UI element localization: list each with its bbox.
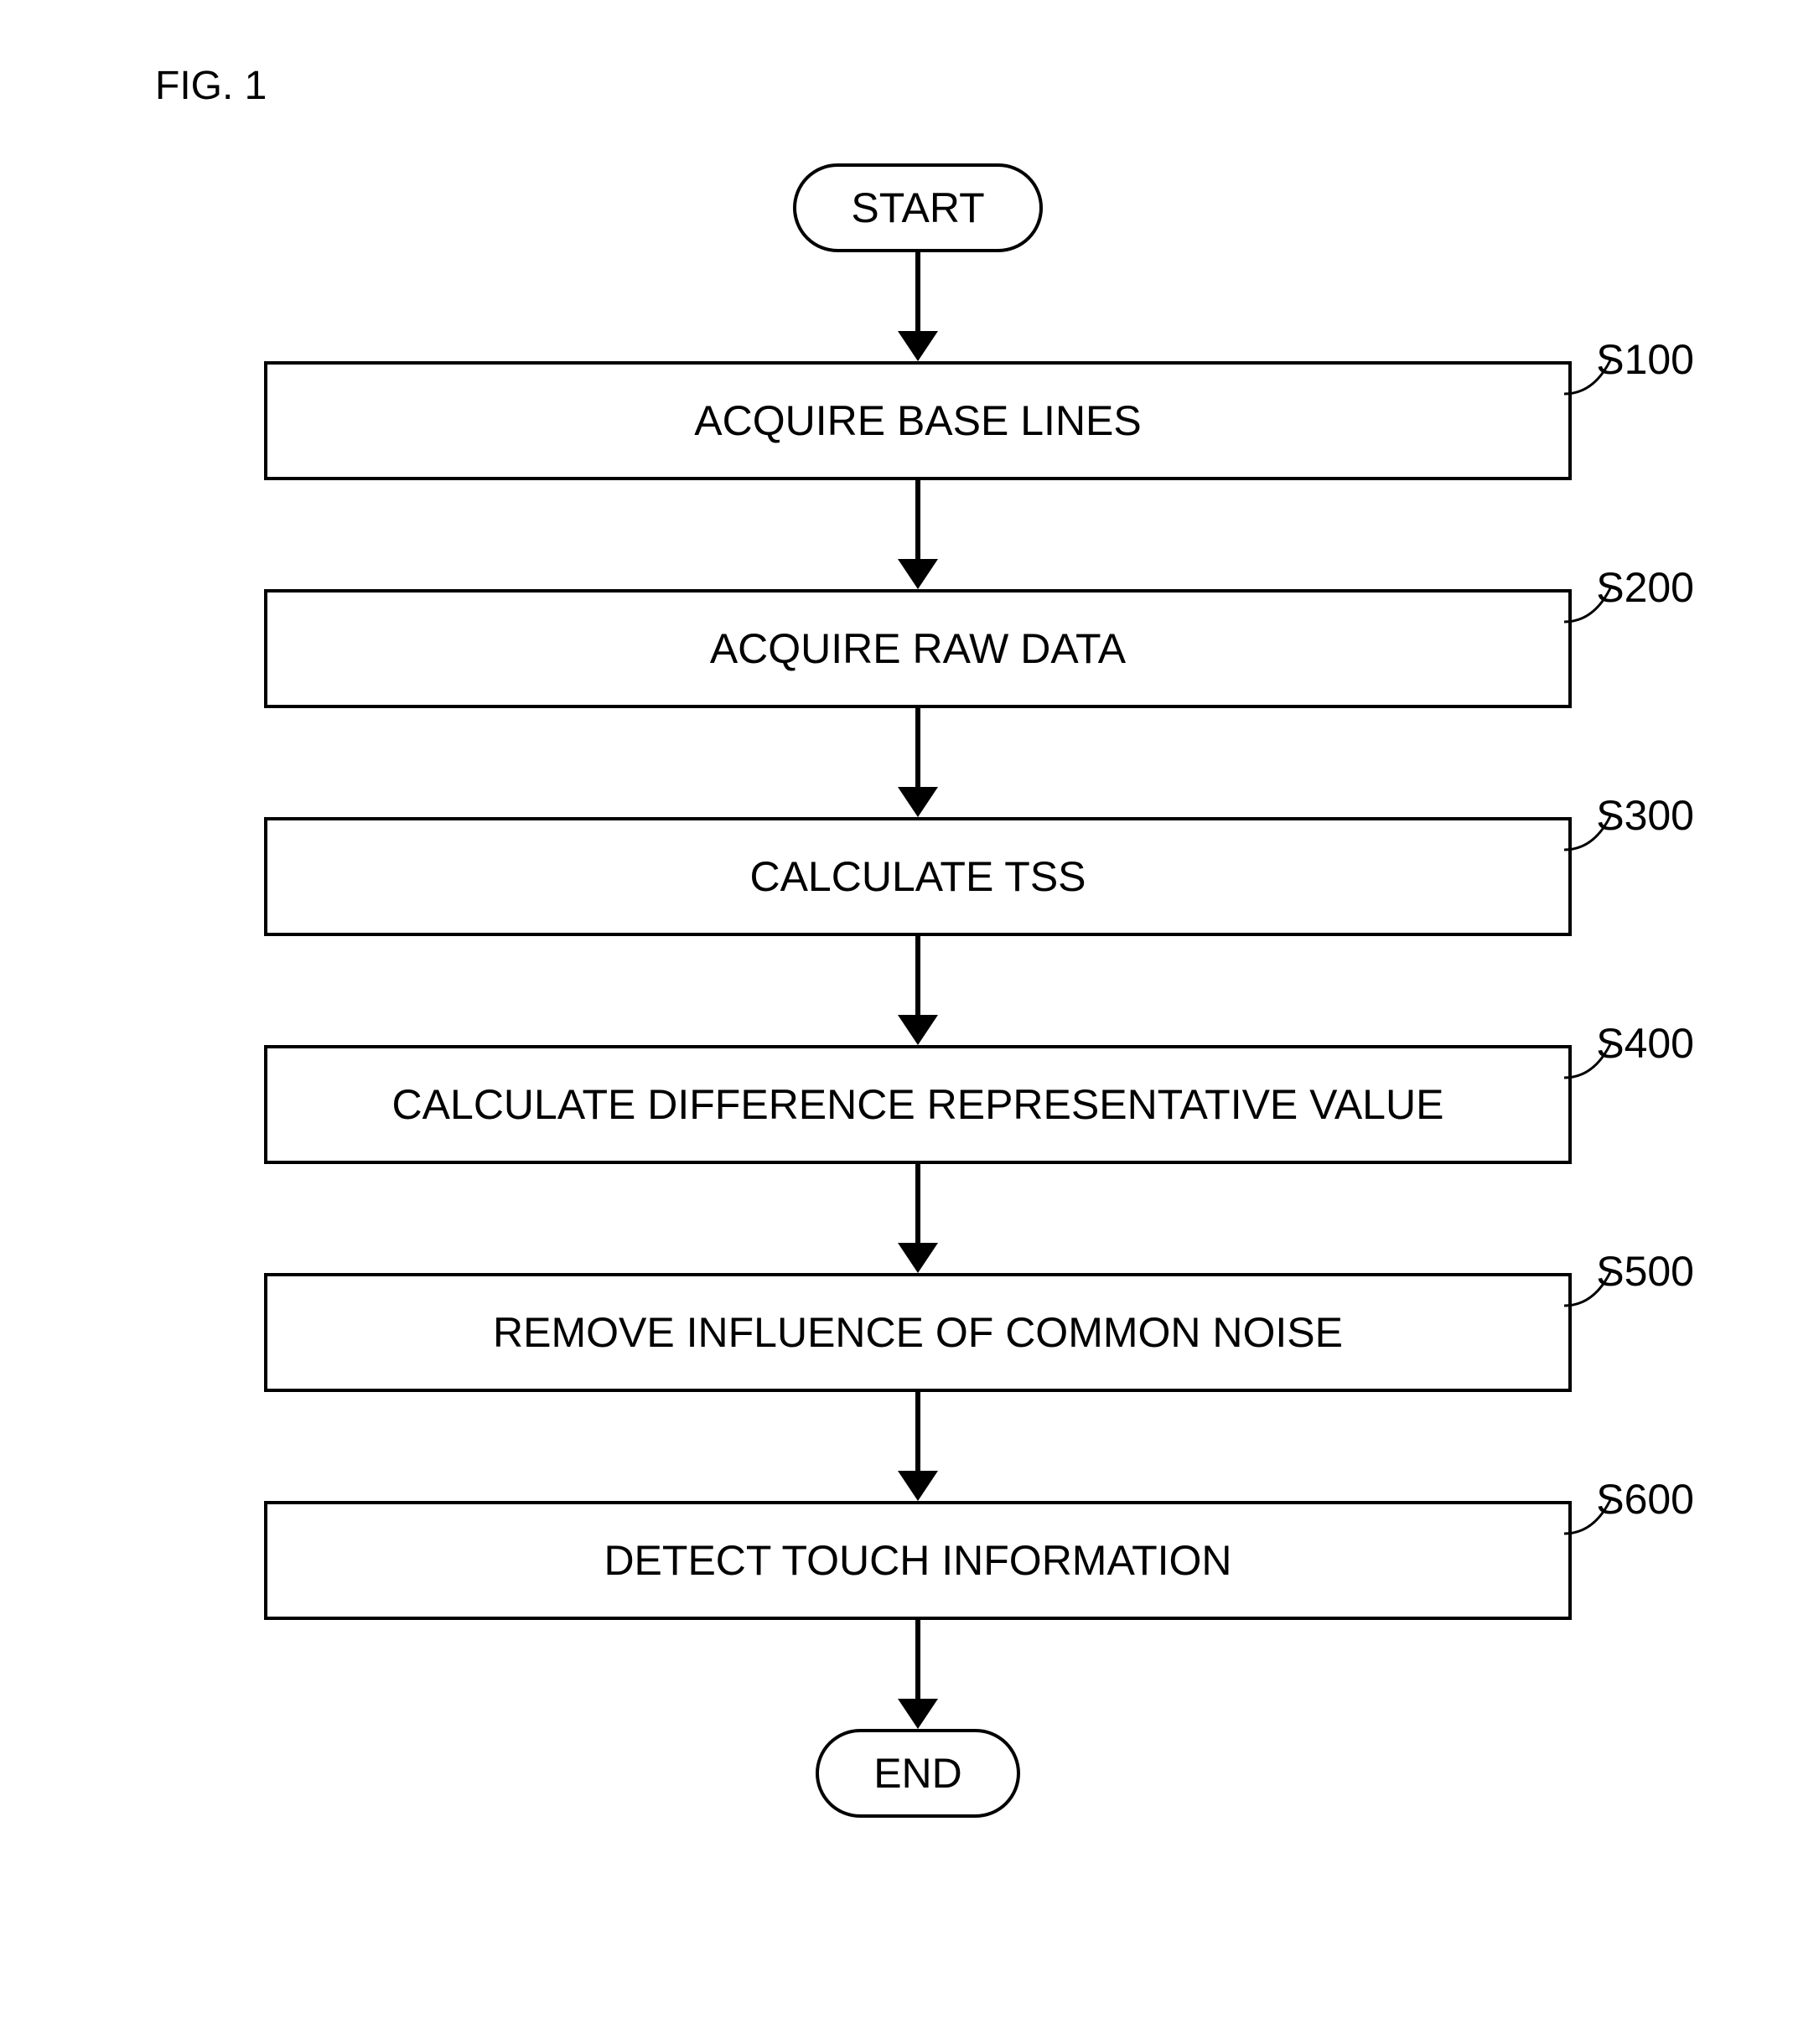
step-text: CALCULATE DIFFERENCE REPRESENTATIVE VALU… (392, 1081, 1444, 1128)
arrow-head-icon (898, 559, 938, 589)
step-text: REMOVE INFLUENCE OF COMMON NOISE (493, 1309, 1343, 1356)
arrow-head-icon (898, 1243, 938, 1273)
arrow (898, 1392, 938, 1501)
step-label: S600 (1596, 1475, 1694, 1524)
arrow-shaft (915, 1392, 920, 1471)
arrow-head-icon (898, 1699, 938, 1729)
step-box-s500: REMOVE INFLUENCE OF COMMON NOISE S500 (264, 1273, 1572, 1392)
start-terminal: START (793, 163, 1042, 252)
figure-label: FIG. 1 (155, 63, 267, 109)
arrow-head-icon (898, 331, 938, 361)
step-label: S200 (1596, 563, 1694, 612)
arrow-shaft (915, 480, 920, 559)
step-box-s400: CALCULATE DIFFERENCE REPRESENTATIVE VALU… (264, 1045, 1572, 1164)
step-text: ACQUIRE BASE LINES (694, 397, 1142, 444)
arrow-shaft (915, 708, 920, 787)
step-row: CALCULATE DIFFERENCE REPRESENTATIVE VALU… (205, 1045, 1630, 1164)
step-label: S400 (1596, 1019, 1694, 1068)
step-box-s300: CALCULATE TSS S300 (264, 817, 1572, 936)
step-label: S100 (1596, 335, 1694, 384)
arrow (898, 936, 938, 1045)
step-box-s200: ACQUIRE RAW DATA S200 (264, 589, 1572, 708)
step-box-s100: ACQUIRE BASE LINES S100 (264, 361, 1572, 480)
flowchart-container: START ACQUIRE BASE LINES S100 ACQUIRE RA… (205, 163, 1630, 1818)
arrow (898, 1620, 938, 1729)
step-row: ACQUIRE RAW DATA S200 (205, 589, 1630, 708)
arrow-shaft (915, 1164, 920, 1243)
arrow (898, 480, 938, 589)
step-text: ACQUIRE RAW DATA (710, 625, 1126, 672)
step-row: DETECT TOUCH INFORMATION S600 (205, 1501, 1630, 1620)
arrow (898, 708, 938, 817)
arrow-shaft (915, 252, 920, 331)
arrow-shaft (915, 936, 920, 1015)
arrow-head-icon (898, 1015, 938, 1045)
step-label: S500 (1596, 1247, 1694, 1296)
step-box-s600: DETECT TOUCH INFORMATION S600 (264, 1501, 1572, 1620)
start-row: START (205, 163, 1630, 252)
step-label: S300 (1596, 791, 1694, 840)
arrow (898, 252, 938, 361)
end-terminal: END (816, 1729, 1020, 1818)
arrow-shaft (915, 1620, 920, 1699)
arrow-head-icon (898, 1471, 938, 1501)
step-row: REMOVE INFLUENCE OF COMMON NOISE S500 (205, 1273, 1630, 1392)
arrow-head-icon (898, 787, 938, 817)
step-row: CALCULATE TSS S300 (205, 817, 1630, 936)
step-text: CALCULATE TSS (749, 853, 1086, 900)
end-row: END (205, 1729, 1630, 1818)
step-text: DETECT TOUCH INFORMATION (604, 1537, 1231, 1584)
arrow (898, 1164, 938, 1273)
step-row: ACQUIRE BASE LINES S100 (205, 361, 1630, 480)
